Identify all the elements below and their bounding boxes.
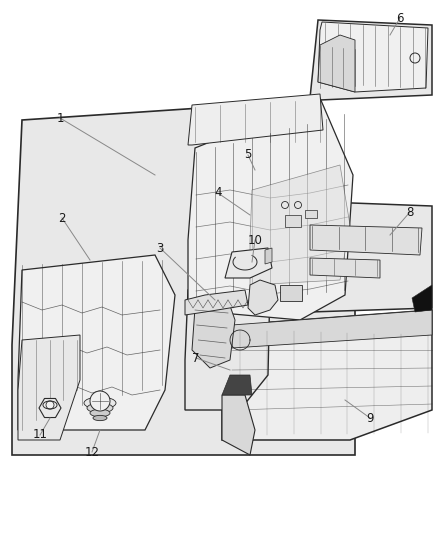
Polygon shape xyxy=(318,35,355,92)
Ellipse shape xyxy=(87,403,113,413)
Text: 2: 2 xyxy=(58,212,66,224)
Text: 11: 11 xyxy=(32,429,47,441)
Ellipse shape xyxy=(43,401,57,409)
Polygon shape xyxy=(18,255,175,430)
Text: 4: 4 xyxy=(214,187,222,199)
Polygon shape xyxy=(18,335,80,440)
Polygon shape xyxy=(222,395,255,455)
Bar xyxy=(285,215,301,227)
Polygon shape xyxy=(225,248,272,278)
Text: 7: 7 xyxy=(192,351,200,365)
Ellipse shape xyxy=(93,415,107,421)
Polygon shape xyxy=(318,22,428,92)
Polygon shape xyxy=(248,280,278,315)
Text: 10: 10 xyxy=(247,233,262,246)
Polygon shape xyxy=(188,94,323,145)
Polygon shape xyxy=(185,285,270,410)
Ellipse shape xyxy=(90,409,110,417)
Polygon shape xyxy=(232,310,432,348)
Polygon shape xyxy=(222,310,432,440)
Ellipse shape xyxy=(84,397,116,409)
Bar xyxy=(280,285,302,301)
Text: 12: 12 xyxy=(85,446,99,458)
Polygon shape xyxy=(310,258,380,278)
Polygon shape xyxy=(188,98,353,320)
Polygon shape xyxy=(310,20,432,100)
Text: 9: 9 xyxy=(366,411,374,424)
Text: 6: 6 xyxy=(396,12,404,25)
Circle shape xyxy=(90,391,110,411)
Polygon shape xyxy=(265,248,272,264)
Polygon shape xyxy=(12,100,355,455)
Text: 5: 5 xyxy=(244,149,252,161)
Polygon shape xyxy=(270,200,432,312)
Text: 1: 1 xyxy=(56,111,64,125)
Text: 3: 3 xyxy=(156,241,164,254)
Bar xyxy=(305,210,317,218)
Polygon shape xyxy=(250,165,350,285)
Text: 8: 8 xyxy=(406,206,413,219)
Polygon shape xyxy=(310,225,422,255)
Polygon shape xyxy=(185,290,248,315)
Polygon shape xyxy=(412,285,432,312)
Polygon shape xyxy=(222,375,252,395)
Polygon shape xyxy=(192,300,235,368)
